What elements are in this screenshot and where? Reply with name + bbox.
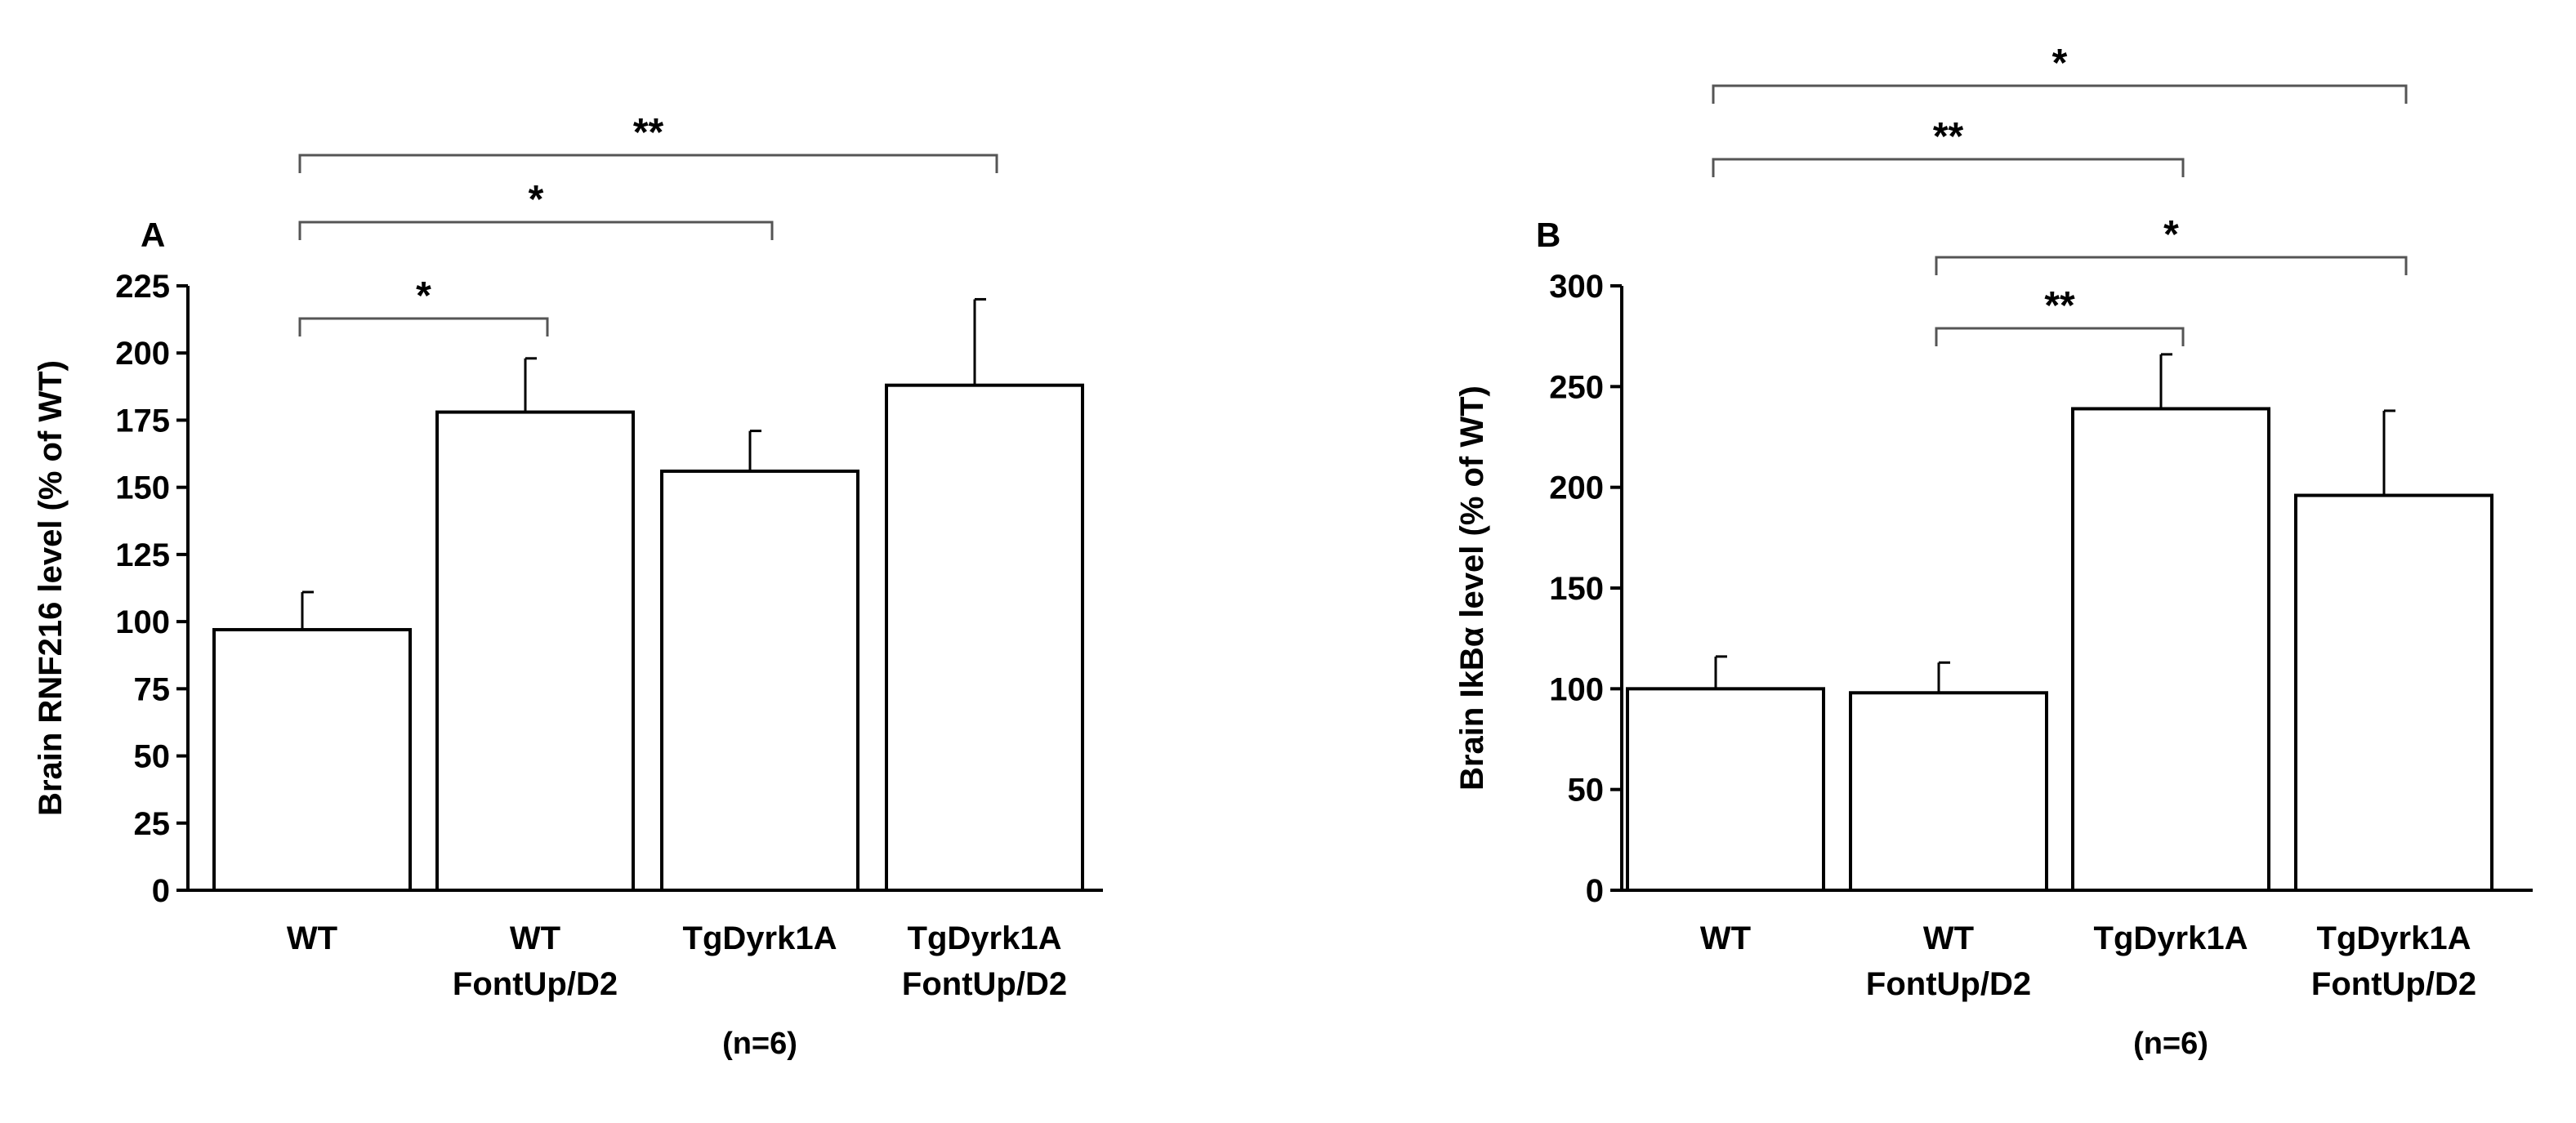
significance-bracket — [1712, 84, 2408, 104]
y-tick-label: 150 — [1549, 571, 1604, 607]
category-label: FontUp/D2 — [1866, 966, 2031, 1002]
y-tick-label: 300 — [1549, 269, 1604, 305]
category-label: FontUp/D2 — [902, 966, 1067, 1002]
significance-label: ** — [1933, 115, 1964, 158]
category-label: TgDyrk1A — [2317, 920, 2471, 956]
significance-bracket — [298, 317, 549, 336]
panel-label: B — [1536, 216, 1560, 254]
y-tick-label: 125 — [115, 537, 170, 573]
bar — [885, 383, 1084, 892]
y-tick-label: 250 — [1549, 369, 1604, 405]
category-label: TgDyrk1A — [2094, 920, 2248, 956]
y-axis-label: Brain IkBα level (% of WT) — [1454, 385, 1490, 791]
category-label: WT — [287, 920, 337, 956]
category-label: FontUp/D2 — [453, 966, 618, 1002]
y-axis-label: Brain RNF216 level (% of WT) — [33, 360, 69, 816]
bar — [1626, 687, 1825, 892]
significance-label: ** — [633, 111, 664, 154]
category-label: FontUp/D2 — [2311, 966, 2476, 1002]
y-tick-label: 25 — [134, 806, 171, 842]
significance-bracket — [1712, 158, 2185, 177]
panel-label: A — [141, 216, 165, 254]
bar — [2071, 407, 2270, 892]
chart-panel-b: 0 50 100 150 200 250 300 Brain IkBα level (% of… — [1454, 42, 2533, 1061]
significance-bracket — [1935, 256, 2408, 275]
category-label: TgDyrk1A — [908, 920, 1062, 956]
bar — [1849, 691, 2048, 892]
y-tick-label: 100 — [1549, 671, 1604, 707]
category-label: TgDyrk1A — [683, 920, 837, 956]
bar — [212, 627, 412, 892]
category-label: WT — [1700, 920, 1751, 956]
significance-label: * — [2052, 42, 2068, 85]
bar — [2294, 493, 2493, 892]
y-tick-label: 175 — [115, 403, 170, 439]
category-label: WT — [510, 920, 560, 956]
y-tick-label: 75 — [134, 671, 171, 707]
significance-label: * — [416, 274, 431, 318]
y-tick-label: 150 — [115, 470, 170, 506]
significance-bracket — [1935, 327, 2185, 346]
significance-label: * — [529, 178, 544, 221]
y-tick-label: 0 — [1586, 873, 1604, 909]
sample-size-note: (n=6) — [722, 1027, 797, 1061]
y-tick-label: 50 — [1568, 773, 1605, 809]
significance-label: ** — [2044, 284, 2075, 328]
y-tick-label: 0 — [152, 873, 170, 909]
bar — [660, 469, 859, 892]
sample-size-note: (n=6) — [2133, 1027, 2208, 1061]
chart-panel-a: 0 25 50 75 100 125 150 175 200 225 Brain RNF216 le… — [33, 111, 1103, 1061]
significance-bracket — [298, 221, 774, 240]
y-tick-label: 50 — [134, 739, 171, 775]
significance-label: * — [2163, 213, 2179, 256]
category-label: WT — [1923, 920, 1974, 956]
y-tick-label: 200 — [1549, 470, 1604, 506]
y-tick-label: 200 — [115, 336, 170, 372]
y-tick-label: 100 — [115, 604, 170, 640]
y-tick-label: 225 — [115, 269, 170, 305]
significance-bracket — [298, 154, 998, 173]
bar — [435, 410, 635, 893]
